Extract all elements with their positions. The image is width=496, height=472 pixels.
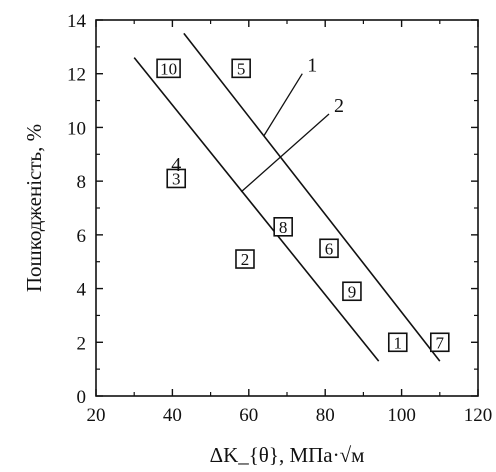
line-label-1: 1 <box>307 55 317 77</box>
point-box-5 <box>231 58 251 79</box>
point-label-3: 3 <box>172 169 181 188</box>
point-label-7: 7 <box>436 333 445 352</box>
point-box-9 <box>342 281 362 302</box>
leader-line-1 <box>263 73 303 136</box>
point-box-10 <box>156 58 181 79</box>
x-tick-label: 80 <box>316 405 335 426</box>
point-label-6: 6 <box>325 239 334 258</box>
y-tick-label: 12 <box>67 65 86 86</box>
point-label-5: 5 <box>237 59 246 78</box>
point-box-8 <box>273 217 293 237</box>
trend-line-2 <box>133 57 380 362</box>
x-tick-label: 60 <box>239 405 258 426</box>
y-tick-label: 14 <box>67 11 87 32</box>
x-tick-label: 40 <box>163 405 182 426</box>
trend-lines <box>133 32 441 362</box>
x-tick-label: 120 <box>464 405 493 426</box>
y-tick-label: 2 <box>77 333 87 354</box>
axes <box>95 19 479 397</box>
plot-frame <box>95 19 479 397</box>
line-label-2: 2 <box>334 95 344 117</box>
y-axis-title: Пошкодженість, % <box>22 124 46 292</box>
point-label-9: 9 <box>348 282 357 301</box>
y-tick-label: 6 <box>77 226 87 247</box>
x-tick-label: 100 <box>387 405 416 426</box>
point-label-4: 4 <box>171 154 181 176</box>
point-label-10: 10 <box>160 59 177 78</box>
point-box-2 <box>235 249 255 269</box>
point-box-7 <box>429 332 450 353</box>
trend-line-1 <box>183 32 441 362</box>
y-tick-label: 4 <box>77 280 87 301</box>
ticks <box>95 19 479 397</box>
point-box-3 <box>166 168 187 189</box>
y-tick-label: 0 <box>77 387 87 408</box>
point-box-1 <box>387 332 408 353</box>
point-label-8: 8 <box>279 218 288 237</box>
x-axis-title: ΔK_{θ}, МПа·√м <box>210 443 365 467</box>
leader-line-2 <box>240 113 330 193</box>
point-label-1: 1 <box>394 333 403 352</box>
point-label-2: 2 <box>241 250 250 269</box>
point-box-6 <box>319 238 339 259</box>
y-tick-label: 10 <box>67 118 86 139</box>
line-label-leaders: 12 <box>240 55 344 193</box>
y-tick-label: 8 <box>77 172 87 193</box>
x-tick-label: 20 <box>87 405 106 426</box>
